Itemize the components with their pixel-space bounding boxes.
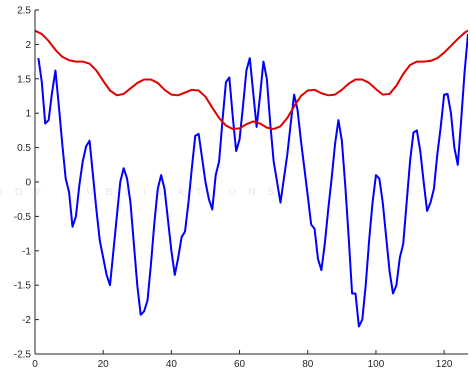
x-tick-label: 120 xyxy=(436,359,453,370)
y-tick-label: -1.5 xyxy=(14,281,32,292)
plot-layer xyxy=(35,29,468,328)
y-tick-label: 2.5 xyxy=(17,6,31,17)
y-tick-label: -0.5 xyxy=(14,212,32,223)
y-tick-label: 2 xyxy=(25,40,31,51)
x-tick-label: 60 xyxy=(234,359,246,370)
y-tick-label: -1 xyxy=(22,246,31,257)
x-tick-label: 100 xyxy=(368,359,385,370)
x-tick-label: 20 xyxy=(98,359,110,370)
y-tick-label: -2 xyxy=(22,315,31,326)
watermark: PRESS OGY PUBLICATIONS xyxy=(0,187,286,198)
x-tick-label: 80 xyxy=(302,359,314,370)
y-tick-label: 0 xyxy=(25,178,31,189)
axes-layer: -2.5 -2 -1.5 -1 -0.5 0 0.5 1 1.5 2 2.5 0 20 40 60 80 100… xyxy=(14,6,468,370)
y-tick-label: 0.5 xyxy=(17,143,31,154)
y-tick-label: 1 xyxy=(25,109,31,120)
series-line-1 xyxy=(37,33,468,328)
y-tick-label: 1.5 xyxy=(17,74,31,85)
y-tick-label: -2.5 xyxy=(14,350,32,361)
x-tick-label: 40 xyxy=(166,359,178,370)
svg-text:OGY PUBLICATIONS: OGY PUBLICATIONS xyxy=(0,187,286,198)
x-tick-label: 0 xyxy=(32,359,38,370)
series-line-2 xyxy=(35,29,468,131)
